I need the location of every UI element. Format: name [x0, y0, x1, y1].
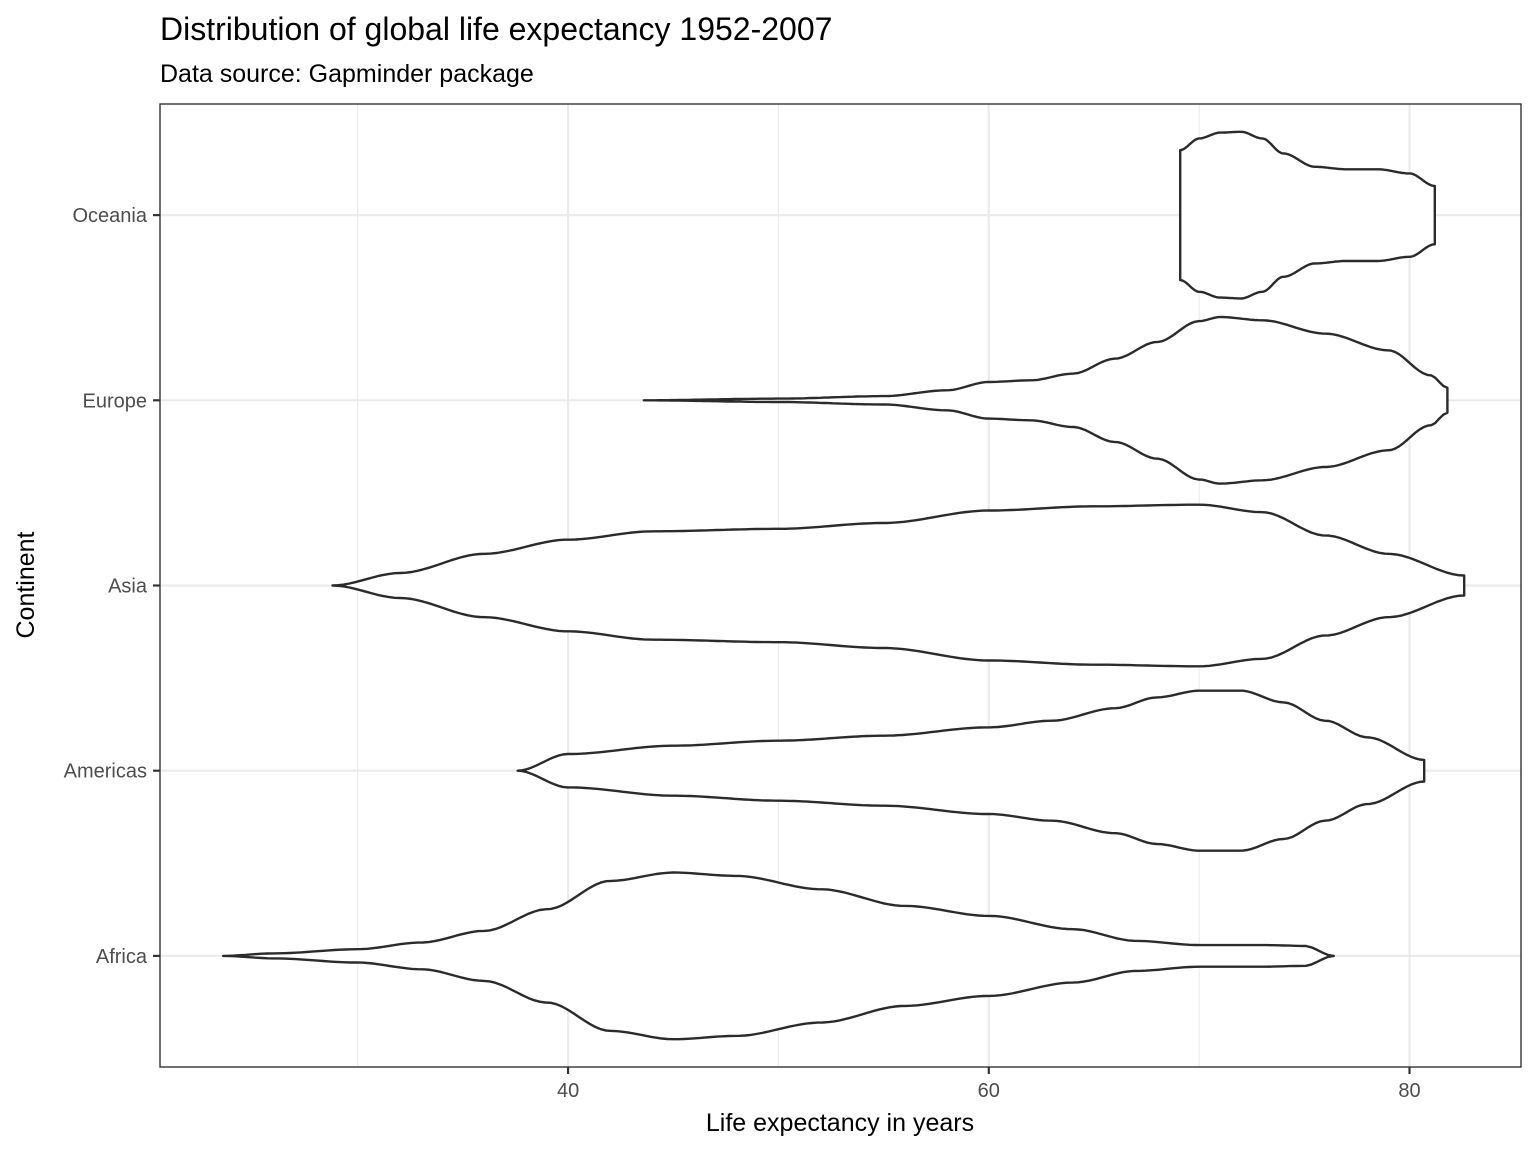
axes: 40 60 80 Africa Americas Asia Europe Oceania	[64, 205, 1421, 1102]
violin-europe	[642, 315, 1449, 485]
y-tick-label-africa: Africa	[96, 946, 148, 968]
violin-asia	[331, 503, 1466, 668]
violin-africa	[221, 871, 1335, 1041]
chart-subtitle: Data source: Gapminder package	[160, 60, 534, 88]
x-tick-label: 40	[557, 1080, 579, 1102]
x-tick-label: 60	[978, 1080, 1000, 1102]
y-tick-label-europe: Europe	[83, 390, 148, 412]
y-tick-label-oceania: Oceania	[73, 205, 148, 227]
chart-title: Distribution of global life expectancy 1…	[160, 11, 832, 47]
violin-oceania	[1179, 130, 1436, 300]
y-tick-label-americas: Americas	[64, 761, 147, 783]
x-tick-label: 80	[1398, 1080, 1420, 1102]
y-tick-label-asia: Asia	[108, 576, 148, 598]
violin-americas	[516, 689, 1426, 852]
violins	[221, 130, 1466, 1041]
y-axis-title: Continent	[12, 531, 40, 638]
x-axis-title: Life expectancy in years	[706, 1109, 974, 1137]
